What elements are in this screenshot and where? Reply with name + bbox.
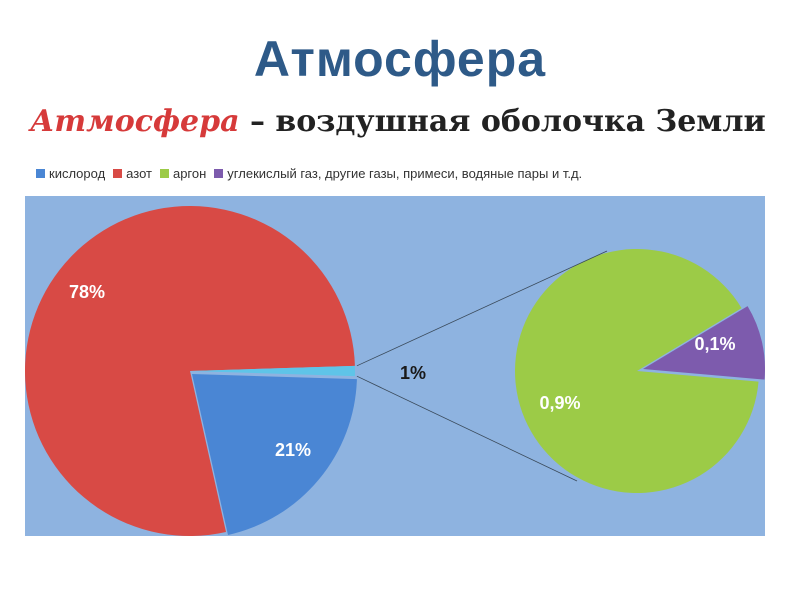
legend-label: аргон (172, 166, 207, 181)
pie-slice-other (190, 365, 355, 377)
data-label-other: 1% (400, 363, 426, 383)
pie-slice-other-gases (643, 306, 766, 380)
data-label-nitrogen: 78% (69, 282, 105, 302)
legend-label: углекислый газ, другие газы, примеси, во… (227, 166, 583, 181)
subtitle-rest: – воздушная оболочка Земли (239, 104, 766, 139)
legend-label: азот (126, 166, 152, 181)
page-subtitle: Атмосфера – воздушная оболочка Земли (30, 104, 790, 139)
data-label-oxygen: 21% (275, 440, 311, 460)
legend-swatch (214, 169, 224, 178)
legend-swatch (113, 169, 123, 178)
legend-item-argon: аргон (159, 166, 207, 181)
legend-item-oxygen: кислород (36, 166, 105, 181)
legend-item-other-gases: углекислый газ, другие газы, примеси, во… (214, 166, 582, 181)
chart-legend: кислород азот аргон углекислый газ, друг… (36, 166, 796, 181)
legend-swatch (36, 169, 45, 178)
connector-line-bottom (356, 375, 578, 482)
legend-swatch (159, 169, 169, 178)
data-label-argon: 0,9% (539, 393, 580, 413)
pie-slice-nitrogen (24, 206, 355, 537)
pie-slice-oxygen (192, 374, 357, 536)
legend-item-nitrogen: азот (113, 166, 152, 181)
data-label-other-gases: 0,1% (694, 334, 735, 354)
pie-of-pie-chart: 78% 21% 1% 0,9% 0,1% (24, 206, 766, 537)
page-title: Атмосфера (253, 31, 547, 87)
pie-slice-argon (514, 249, 759, 494)
subtitle-accent: Атмосфера (30, 104, 240, 139)
legend-label: кислород (49, 166, 106, 181)
chart-plot-area: 78% 21% 1% 0,9% 0,1% (24, 196, 766, 537)
connector-line-top (356, 250, 608, 367)
